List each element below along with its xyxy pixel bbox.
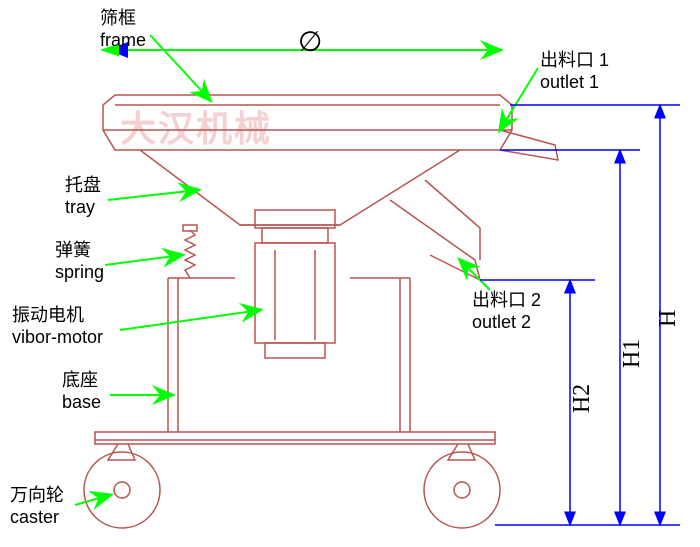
- dimension-H: H: [655, 310, 682, 327]
- label-spring: 弹簧spring: [55, 240, 104, 283]
- label-caster: 万向轮caster: [10, 485, 64, 528]
- label-base: 底座base: [62, 370, 101, 413]
- dimension-H1: H1: [619, 339, 646, 368]
- label-motor: 振动电机vibor-motor: [12, 305, 103, 348]
- label-tray: 托盘tray: [65, 175, 101, 218]
- dimension-phi: ∅: [298, 25, 322, 59]
- label-frame: 筛框frame: [100, 8, 146, 51]
- dimension-H2: H2: [569, 384, 596, 413]
- label-outlet2: 出料口 2outlet 2: [472, 290, 541, 333]
- label-outlet1: 出料口 1outlet 1: [540, 50, 609, 93]
